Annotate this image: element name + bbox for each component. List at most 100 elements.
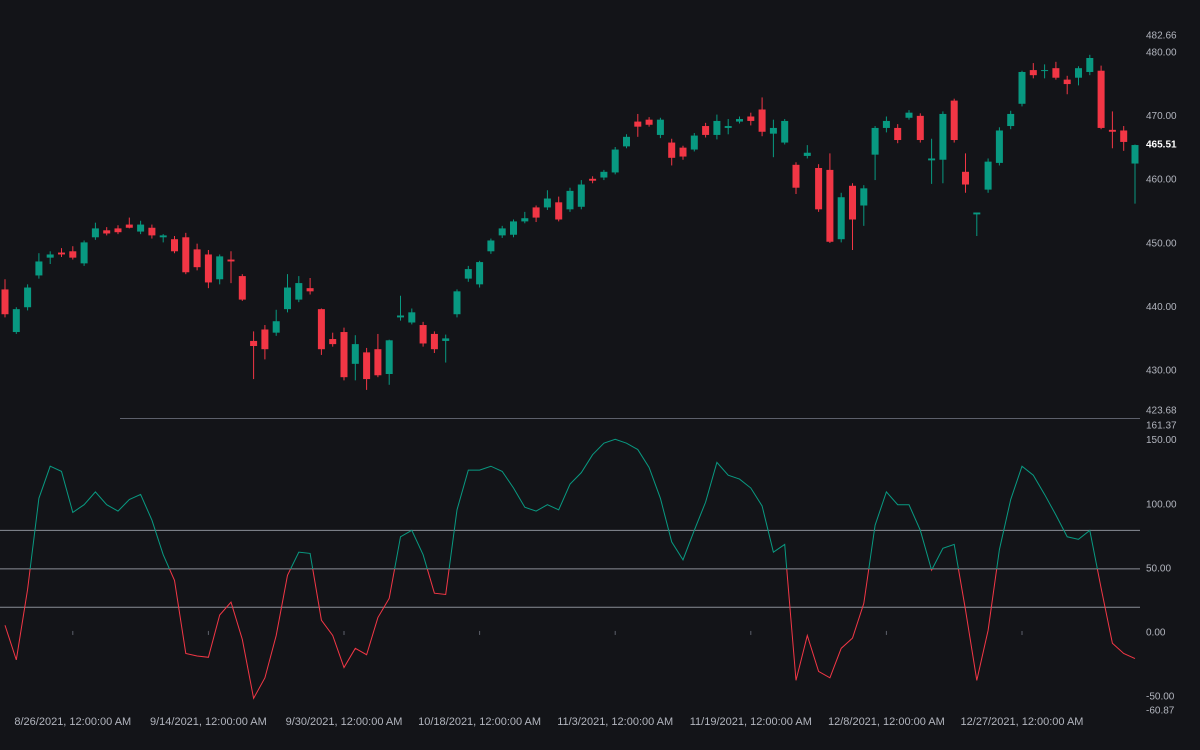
candle-body	[306, 288, 314, 292]
y-tick-label: 100.00	[1146, 499, 1177, 510]
candle-body	[1120, 130, 1128, 142]
candle-body	[792, 164, 800, 188]
y-tick-label: 460.00	[1146, 175, 1177, 186]
candle-body	[216, 256, 224, 280]
candle-body	[1131, 145, 1139, 164]
candle-body	[928, 158, 936, 161]
candle-body	[589, 178, 597, 181]
x-tick-label: 11/19/2021, 12:00:00 AM	[690, 716, 812, 728]
candle-body	[916, 115, 924, 141]
candle-body	[600, 171, 608, 178]
x-tick-label: 9/14/2021, 12:00:00 AM	[150, 716, 267, 728]
candle-body	[713, 120, 721, 135]
y-tick-label: 423.68	[1146, 406, 1177, 417]
candle-body	[159, 235, 167, 238]
candle-body	[1, 289, 9, 315]
y-tick-label: 440.00	[1146, 302, 1177, 313]
candle-body	[453, 291, 461, 315]
candle-body	[24, 287, 32, 308]
candle-body	[80, 242, 88, 264]
candle-body	[103, 230, 111, 234]
candle-body	[374, 349, 382, 376]
x-tick-label: 8/26/2021, 12:00:00 AM	[14, 716, 131, 728]
candle-body	[329, 339, 337, 345]
candle-body	[408, 312, 416, 323]
candle-body	[430, 333, 438, 350]
candle-body	[1018, 71, 1026, 104]
candle-body	[668, 142, 676, 158]
candle-body	[656, 119, 664, 135]
y-tick-label: 0.00	[1146, 628, 1166, 639]
candle-body	[1086, 57, 1094, 72]
candle-body	[815, 167, 823, 210]
y-tick-label: 50.00	[1146, 563, 1171, 574]
candle-body	[69, 251, 77, 258]
candle-body	[939, 113, 947, 160]
candle-body	[566, 190, 574, 210]
candle-body	[317, 309, 325, 350]
candle-body	[1052, 68, 1060, 78]
candle-body	[1041, 70, 1049, 72]
candle-body	[487, 240, 495, 252]
candle-body	[882, 120, 890, 128]
x-tick-label: 11/3/2021, 12:00:00 AM	[557, 716, 673, 728]
candle-body	[1063, 79, 1071, 85]
candle-body	[950, 100, 958, 141]
y-tick-label: 450.00	[1146, 238, 1177, 249]
y-tick-label: 161.37	[1146, 421, 1177, 432]
candle-body	[995, 130, 1003, 163]
candle-body	[1108, 129, 1116, 132]
candle-body	[35, 261, 43, 276]
candle-body	[894, 127, 902, 141]
candle-body	[272, 321, 280, 333]
candle-body	[193, 249, 201, 268]
candle-body	[871, 127, 879, 155]
candle-body	[623, 136, 630, 147]
candle-body	[227, 259, 235, 262]
y-tick-label: -50.00	[1146, 692, 1175, 703]
candle-body	[645, 119, 653, 125]
candle-body	[295, 283, 303, 300]
candle-body	[1007, 113, 1015, 127]
candle-body	[351, 344, 359, 364]
candle-body	[962, 171, 969, 185]
last-price-label: 465.51	[1146, 140, 1177, 151]
candle-body	[724, 126, 732, 128]
candle-body	[510, 221, 517, 235]
candle-body	[250, 340, 258, 347]
candle-body	[1097, 70, 1105, 128]
candle-body	[1029, 70, 1037, 76]
candle-body	[905, 112, 913, 118]
candle-body	[860, 188, 868, 206]
candle-body	[464, 269, 472, 279]
candle-body	[91, 228, 99, 238]
candle-body	[137, 224, 145, 232]
candle-body	[114, 228, 122, 233]
candle-body	[736, 119, 743, 122]
x-tick-label: 12/27/2021, 12:00:00 AM	[961, 716, 1084, 728]
candle-body	[679, 147, 687, 157]
candle-body	[125, 224, 133, 228]
candle-body	[1075, 68, 1082, 78]
candle-body	[758, 109, 766, 132]
candle-body	[498, 228, 506, 236]
y-tick-label: 430.00	[1146, 365, 1177, 376]
candle-body	[973, 212, 981, 215]
candle-body	[58, 252, 65, 255]
candle-body	[543, 198, 551, 208]
candle-body	[837, 197, 845, 240]
candle-body	[261, 329, 269, 350]
candle-body	[849, 185, 856, 220]
candle-body	[397, 315, 404, 318]
candle-body	[702, 126, 710, 135]
x-tick-label: 9/30/2021, 12:00:00 AM	[286, 716, 403, 728]
candle-body	[340, 332, 348, 378]
candle-body	[284, 287, 291, 310]
candle-body	[476, 262, 484, 285]
candle-body	[769, 127, 777, 134]
candle-body	[826, 169, 834, 242]
candle-body	[385, 340, 393, 374]
candle-body	[521, 218, 529, 222]
candle-body	[532, 207, 540, 218]
